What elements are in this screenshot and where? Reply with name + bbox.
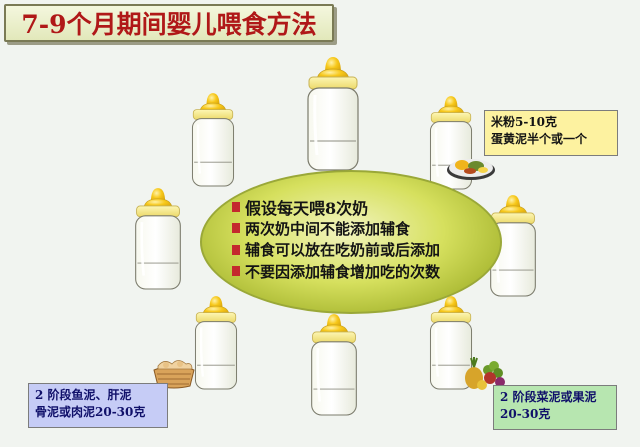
- list-item: 辅食可以放在吃奶前或后添加: [232, 239, 492, 261]
- note-line: 2 阶段鱼泥、肝泥: [35, 388, 132, 402]
- center-ellipse: [200, 170, 502, 314]
- baby-bottle-icon: [428, 294, 474, 392]
- list-item: 假设每天喂8次奶: [232, 196, 492, 218]
- bread-basket-icon: [150, 354, 198, 390]
- red-square-bullet-icon: [232, 266, 240, 277]
- bullet-text: 不要因添加辅食增加吃的次数: [245, 262, 441, 281]
- bullet-text: 辅食可以放在吃奶前或后添加: [245, 241, 441, 260]
- baby-bottle-icon: [428, 93, 474, 193]
- feeding-rules-list: 假设每天喂8次奶 两次奶中间不能添加辅食 辅食可以放在吃奶前或后添加 不要因添加…: [232, 196, 492, 282]
- fruit-pile-icon: [462, 354, 508, 392]
- red-square-bullet-icon: [232, 244, 240, 255]
- baby-bottle-icon: [193, 294, 239, 392]
- egg-yolk-plate-icon: [446, 152, 496, 182]
- baby-bottle-icon: [133, 186, 183, 292]
- baby-bottle-icon: [309, 312, 359, 418]
- list-item: 两次奶中间不能添加辅食: [232, 218, 492, 240]
- baby-bottle-icon: [190, 90, 236, 190]
- red-square-bullet-icon: [232, 223, 240, 234]
- note-line: 蛋黄泥半个或一个: [491, 132, 588, 146]
- baby-bottle-icon: [305, 55, 361, 173]
- rice-flour-egg-note: 米粉5-10克 蛋黄泥半个或一个: [484, 110, 618, 156]
- note-line: 米粉5-10克: [491, 115, 558, 129]
- bullet-text: 两次奶中间不能添加辅食: [245, 219, 411, 238]
- title-banner: 7-9个月期间婴儿喂食方法: [4, 4, 334, 42]
- note-line: 骨泥或肉泥20-30克: [35, 405, 146, 419]
- vegetable-fruit-note: 2 阶段菜泥或果泥 20-30克: [493, 385, 617, 430]
- bullet-text: 假设每天喂8次奶: [245, 198, 369, 218]
- note-line: 2 阶段菜泥或果泥: [500, 390, 597, 404]
- list-item: 不要因添加辅食增加吃的次数: [232, 261, 492, 283]
- page-title: 7-9个月期间婴儿喂食方法: [21, 10, 317, 39]
- red-square-bullet-icon: [232, 201, 240, 212]
- fish-liver-meat-note: 2 阶段鱼泥、肝泥 骨泥或肉泥20-30克: [28, 383, 168, 428]
- note-line: 20-30克: [500, 407, 551, 421]
